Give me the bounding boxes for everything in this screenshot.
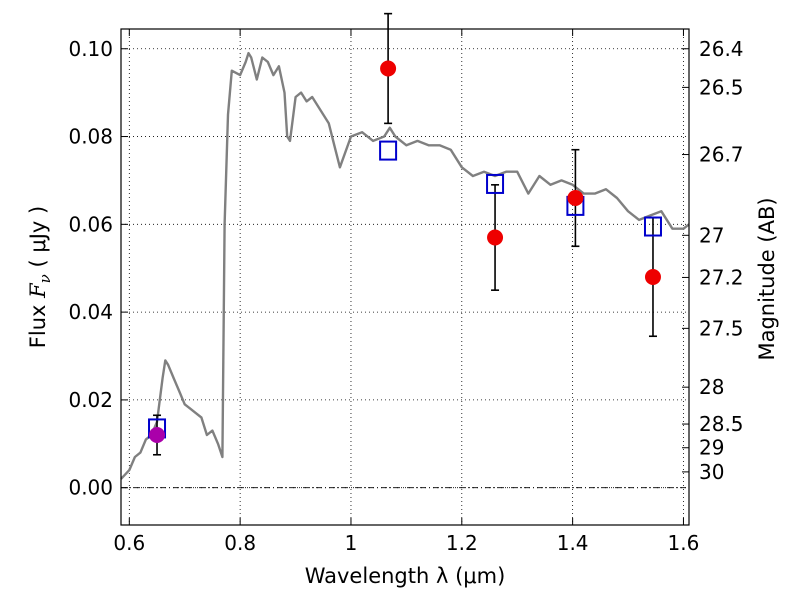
x-tick-label: 0.8 — [224, 531, 256, 555]
right-tick-label: 29 — [699, 436, 724, 460]
observed-photometry-point — [567, 189, 584, 206]
x-axis-ticks: 0.6 0.8 1 1.2 1.4 1.6 — [113, 29, 699, 555]
x-tick-label: 0.6 — [113, 531, 145, 555]
observed-photometry-markers — [149, 60, 661, 444]
right-tick-label: 26.7 — [699, 143, 744, 167]
right-tick-label: 28.5 — [699, 412, 744, 436]
y-axis-label: Flux Fν ( μJy ) — [26, 206, 54, 348]
y-axis-ticks: 0.00 0.02 0.04 0.06 0.08 0.10 — [68, 37, 128, 500]
grid-lines — [121, 29, 689, 525]
right-tick-label: 27.2 — [699, 265, 744, 289]
right-tick-label: 26.4 — [699, 37, 744, 61]
right-tick-label: 28 — [699, 375, 724, 399]
x-tick-label: 1.6 — [668, 531, 700, 555]
error-bars — [153, 12, 657, 456]
observed-photometry-point — [149, 427, 166, 444]
model-spectrum — [120, 51, 690, 480]
y-tick-label: 0.06 — [68, 212, 113, 236]
right-tick-label: 27.5 — [699, 316, 744, 340]
y-tick-label: 0.00 — [68, 476, 113, 500]
right-tick-label: 27 — [699, 223, 724, 247]
x-tick-label: 1.2 — [446, 531, 478, 555]
model-spectrum-line — [120, 51, 690, 480]
y-tick-label: 0.08 — [68, 125, 113, 149]
plot-frame — [120, 28, 690, 526]
observed-photometry-point — [644, 269, 661, 285]
observed-photometry-point — [380, 60, 397, 77]
right-tick-label: 30 — [699, 460, 724, 484]
right-tick-label: 26.5 — [699, 75, 744, 99]
x-axis-label: Wavelength λ (μm) — [305, 564, 506, 588]
y-tick-label: 0.10 — [68, 37, 113, 61]
observed-photometry-point — [487, 229, 504, 246]
synthetic-photometry-square — [486, 173, 505, 194]
y-tick-label: 0.02 — [68, 388, 113, 412]
x-tick-label: 1 — [345, 531, 358, 555]
synthetic-photometry-square — [643, 216, 662, 237]
y-tick-label: 0.04 — [68, 300, 113, 324]
right-axis-label: Magnitude (AB) — [755, 197, 779, 360]
synthetic-photometry-square — [379, 140, 398, 161]
x-tick-label: 1.4 — [557, 531, 589, 555]
